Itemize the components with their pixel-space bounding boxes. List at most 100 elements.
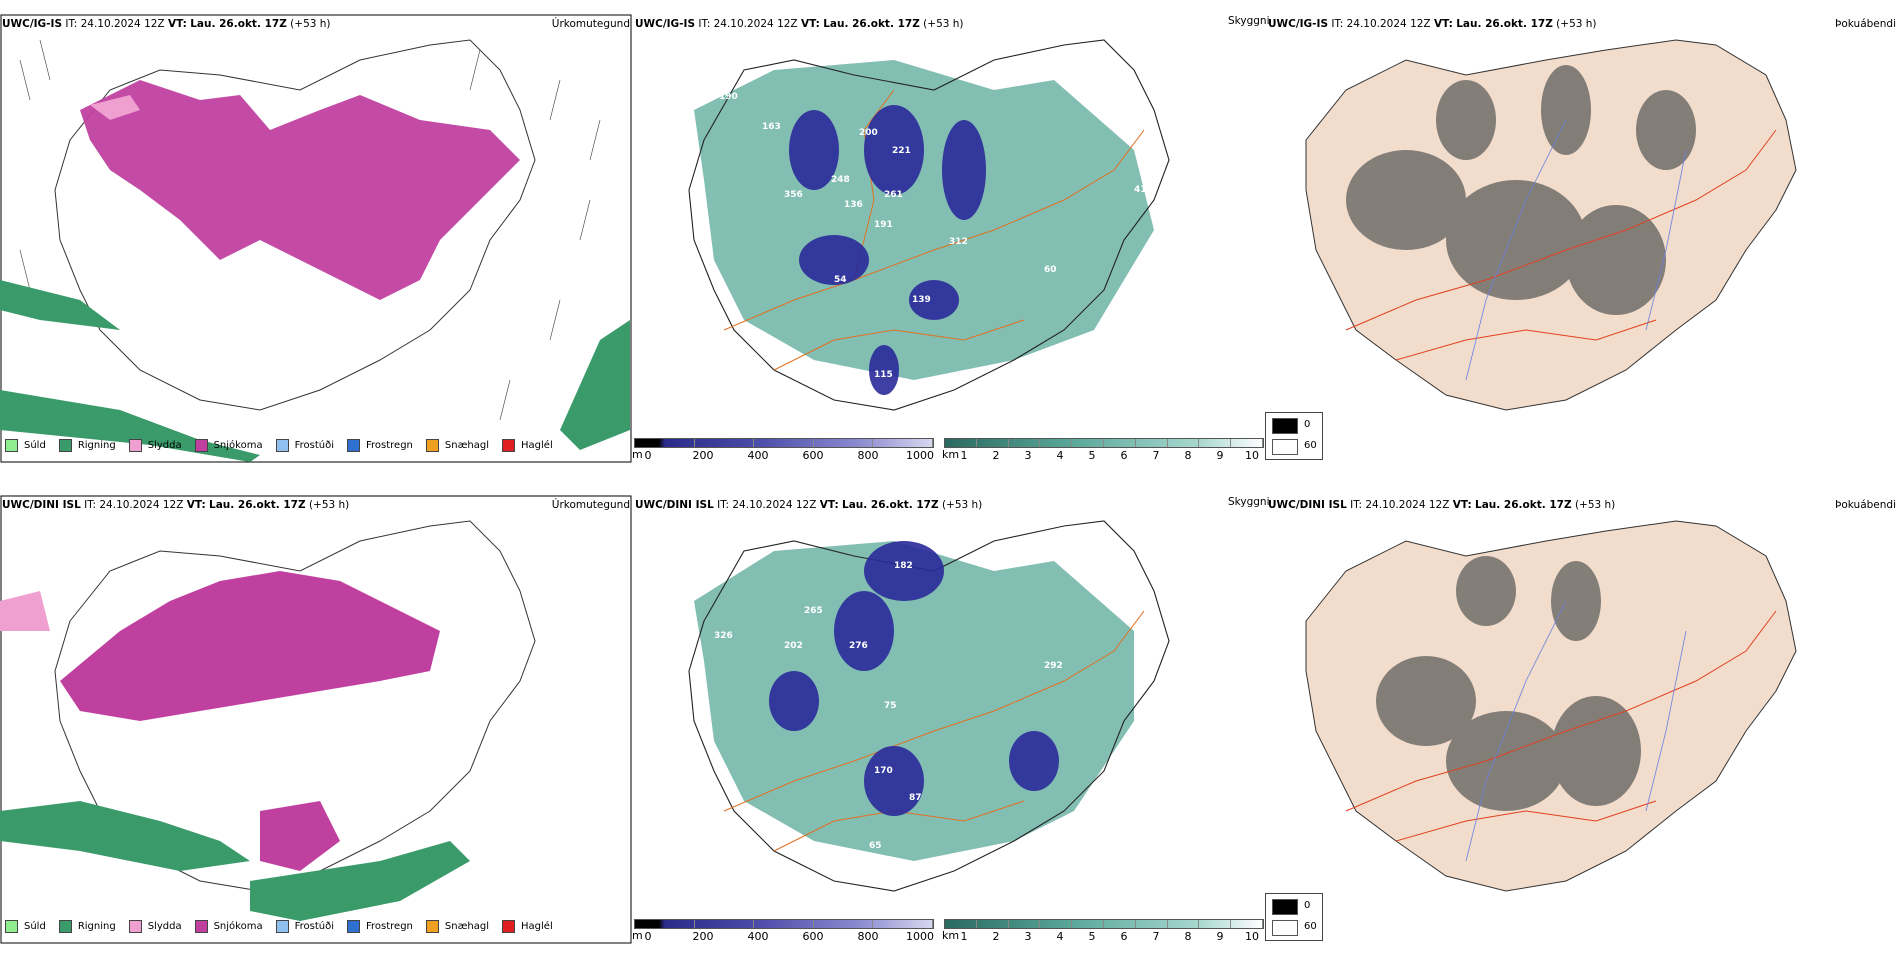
top-row: UWC/IG-IS IT: 24.10.2024 12Z VT: Lau. 26… xyxy=(0,0,1900,475)
height-tick: 200 xyxy=(692,930,714,943)
height-tick: 800 xyxy=(857,930,879,943)
vis-tick: 8 xyxy=(1184,449,1192,462)
vis-tick: 8 xyxy=(1184,930,1192,943)
precip-title-top: Úrkomutegund xyxy=(551,18,630,30)
height-label: 265 xyxy=(804,606,823,616)
precip-map-top xyxy=(0,14,632,463)
legend-item-frostregn: Frostregn xyxy=(347,919,413,933)
vis-tick: 10 xyxy=(1245,449,1259,462)
legend-swatch xyxy=(347,919,360,933)
vis-scale-bar xyxy=(944,438,1264,448)
height-tick: 1000 xyxy=(906,449,934,462)
height-label: 248 xyxy=(831,175,850,185)
height-tick: 200 xyxy=(692,449,714,462)
fog-legend-low: 0 xyxy=(1304,900,1311,911)
height-label: 191 xyxy=(874,220,893,230)
snow-area xyxy=(80,80,520,300)
legend-swatch xyxy=(194,438,208,452)
vis-tick: 3 xyxy=(1024,449,1032,462)
height-label: 182 xyxy=(894,561,913,571)
precip-title-bottom: Úrkomutegund xyxy=(551,499,630,511)
fog-map-bottom xyxy=(1305,520,1797,892)
height-scale-bar xyxy=(634,438,934,448)
precip-panel-bottom: UWC/DINI ISL IT: 24.10.2024 12Z VT: Lau.… xyxy=(0,481,632,956)
fog-legend-light xyxy=(1272,920,1298,936)
legend-swatch xyxy=(275,438,289,452)
vis-tick: 2 xyxy=(992,449,1000,462)
rain-band-3 xyxy=(0,280,120,330)
vis-scale-bottom: km 1 2 3 4 5 6 7 8 9 10 xyxy=(942,919,1264,944)
iceland-outline xyxy=(688,39,1170,411)
vis-scale-bar xyxy=(944,919,1264,929)
height-label: 60 xyxy=(1044,265,1057,275)
cloud-cover xyxy=(694,60,1154,380)
legend-swatch xyxy=(502,438,516,452)
height-label: 170 xyxy=(874,766,893,776)
rain-band-2 xyxy=(250,841,470,921)
fog-legend-low: 0 xyxy=(1304,419,1311,430)
height-label: 34 xyxy=(896,383,909,393)
low-vis-cells xyxy=(789,105,986,395)
height-label: 190 xyxy=(719,92,738,102)
vis-title-bottom: Skyggni xyxy=(1228,496,1270,508)
height-scale-bar xyxy=(634,919,934,929)
vis-header-bottom: UWC/DINI ISL IT: 24.10.2024 12Z VT: Lau.… xyxy=(635,499,983,511)
precip-legend-bottom: Súld Rigning Slydda Snjókoma Frostúði Fr… xyxy=(5,918,566,934)
height-tick: 1000 xyxy=(906,930,934,943)
fog-shading xyxy=(1346,65,1696,315)
wind-barbs xyxy=(19,39,601,421)
legend-swatch xyxy=(275,919,289,933)
height-label: 75 xyxy=(884,701,897,711)
snow-area-2 xyxy=(260,801,340,871)
height-scale-top: m 0 200 400 600 800 1000 xyxy=(632,438,934,463)
height-label: 139 xyxy=(912,295,931,305)
height-scale-bottom: m 0 200 400 600 800 1000 xyxy=(632,919,934,944)
height-label: 200 xyxy=(859,128,878,138)
height-label: 65 xyxy=(869,841,882,851)
iceland-outline xyxy=(54,39,536,411)
vis-unit: km xyxy=(942,929,960,942)
legend-item-rigning: Rigning xyxy=(58,438,116,452)
fog-legend-high: 60 xyxy=(1304,440,1317,451)
height-tick: 600 xyxy=(802,449,824,462)
legend-swatch xyxy=(5,919,18,933)
fog-title-top: Þokuábendi xyxy=(1835,18,1896,30)
fog-legend-high: 60 xyxy=(1304,921,1317,932)
vis-tick: 1 xyxy=(960,930,968,943)
fog-map-top xyxy=(1305,39,1797,411)
fog-panel-top: UWC/IG-IS IT: 24.10.2024 12Z VT: Lau. 26… xyxy=(1266,0,1900,475)
vis-tick: 2 xyxy=(992,930,1000,943)
height-tick: 600 xyxy=(802,930,824,943)
height-label: 292 xyxy=(1044,661,1063,671)
fog-legend-bottom: 0 60 xyxy=(1265,893,1323,941)
sleet-area xyxy=(0,591,50,631)
precip-header-bottom: UWC/DINI ISL IT: 24.10.2024 12Z VT: Lau.… xyxy=(2,499,350,511)
fog-title-bottom: Þokuábendi xyxy=(1835,499,1896,511)
bottom-row: UWC/DINI ISL IT: 24.10.2024 12Z VT: Lau.… xyxy=(0,481,1900,956)
legend-swatch xyxy=(5,438,18,452)
height-label: 38 xyxy=(874,863,887,873)
rivers xyxy=(1465,600,1687,862)
legend-item-snjokoma: Snjókoma xyxy=(194,919,263,933)
fog-panel-bottom: UWC/DINI ISL IT: 24.10.2024 12Z VT: Lau.… xyxy=(1266,481,1900,956)
fog-shading xyxy=(1376,556,1641,811)
roads xyxy=(1345,129,1777,361)
height-label: 163 xyxy=(762,122,781,132)
height-tick: 400 xyxy=(747,449,769,462)
vis-panel-top: UWC/IG-IS IT: 24.10.2024 12Z VT: Lau. 26… xyxy=(632,0,1266,475)
vis-tick: 3 xyxy=(1024,930,1032,943)
snow-area xyxy=(60,571,440,721)
legend-item-slydda: Slydda xyxy=(128,438,182,452)
height-label: 326 xyxy=(714,631,733,641)
height-unit: m xyxy=(632,929,643,942)
fog-legend-top: 0 60 xyxy=(1265,412,1323,460)
vis-title-top: Skyggni xyxy=(1228,15,1270,27)
vis-scale-top: km 1 2 3 4 5 6 7 8 9 10 xyxy=(942,438,1264,463)
height-label: 415 xyxy=(1134,185,1153,195)
precip-header-top: UWC/IG-IS IT: 24.10.2024 12Z VT: Lau. 26… xyxy=(2,18,331,30)
rivers xyxy=(1465,119,1687,381)
vis-tick: 7 xyxy=(1152,449,1160,462)
height-label: 54 xyxy=(834,275,847,285)
legend-item-haglel: Haglél xyxy=(502,438,553,452)
height-label: 356 xyxy=(784,190,803,200)
